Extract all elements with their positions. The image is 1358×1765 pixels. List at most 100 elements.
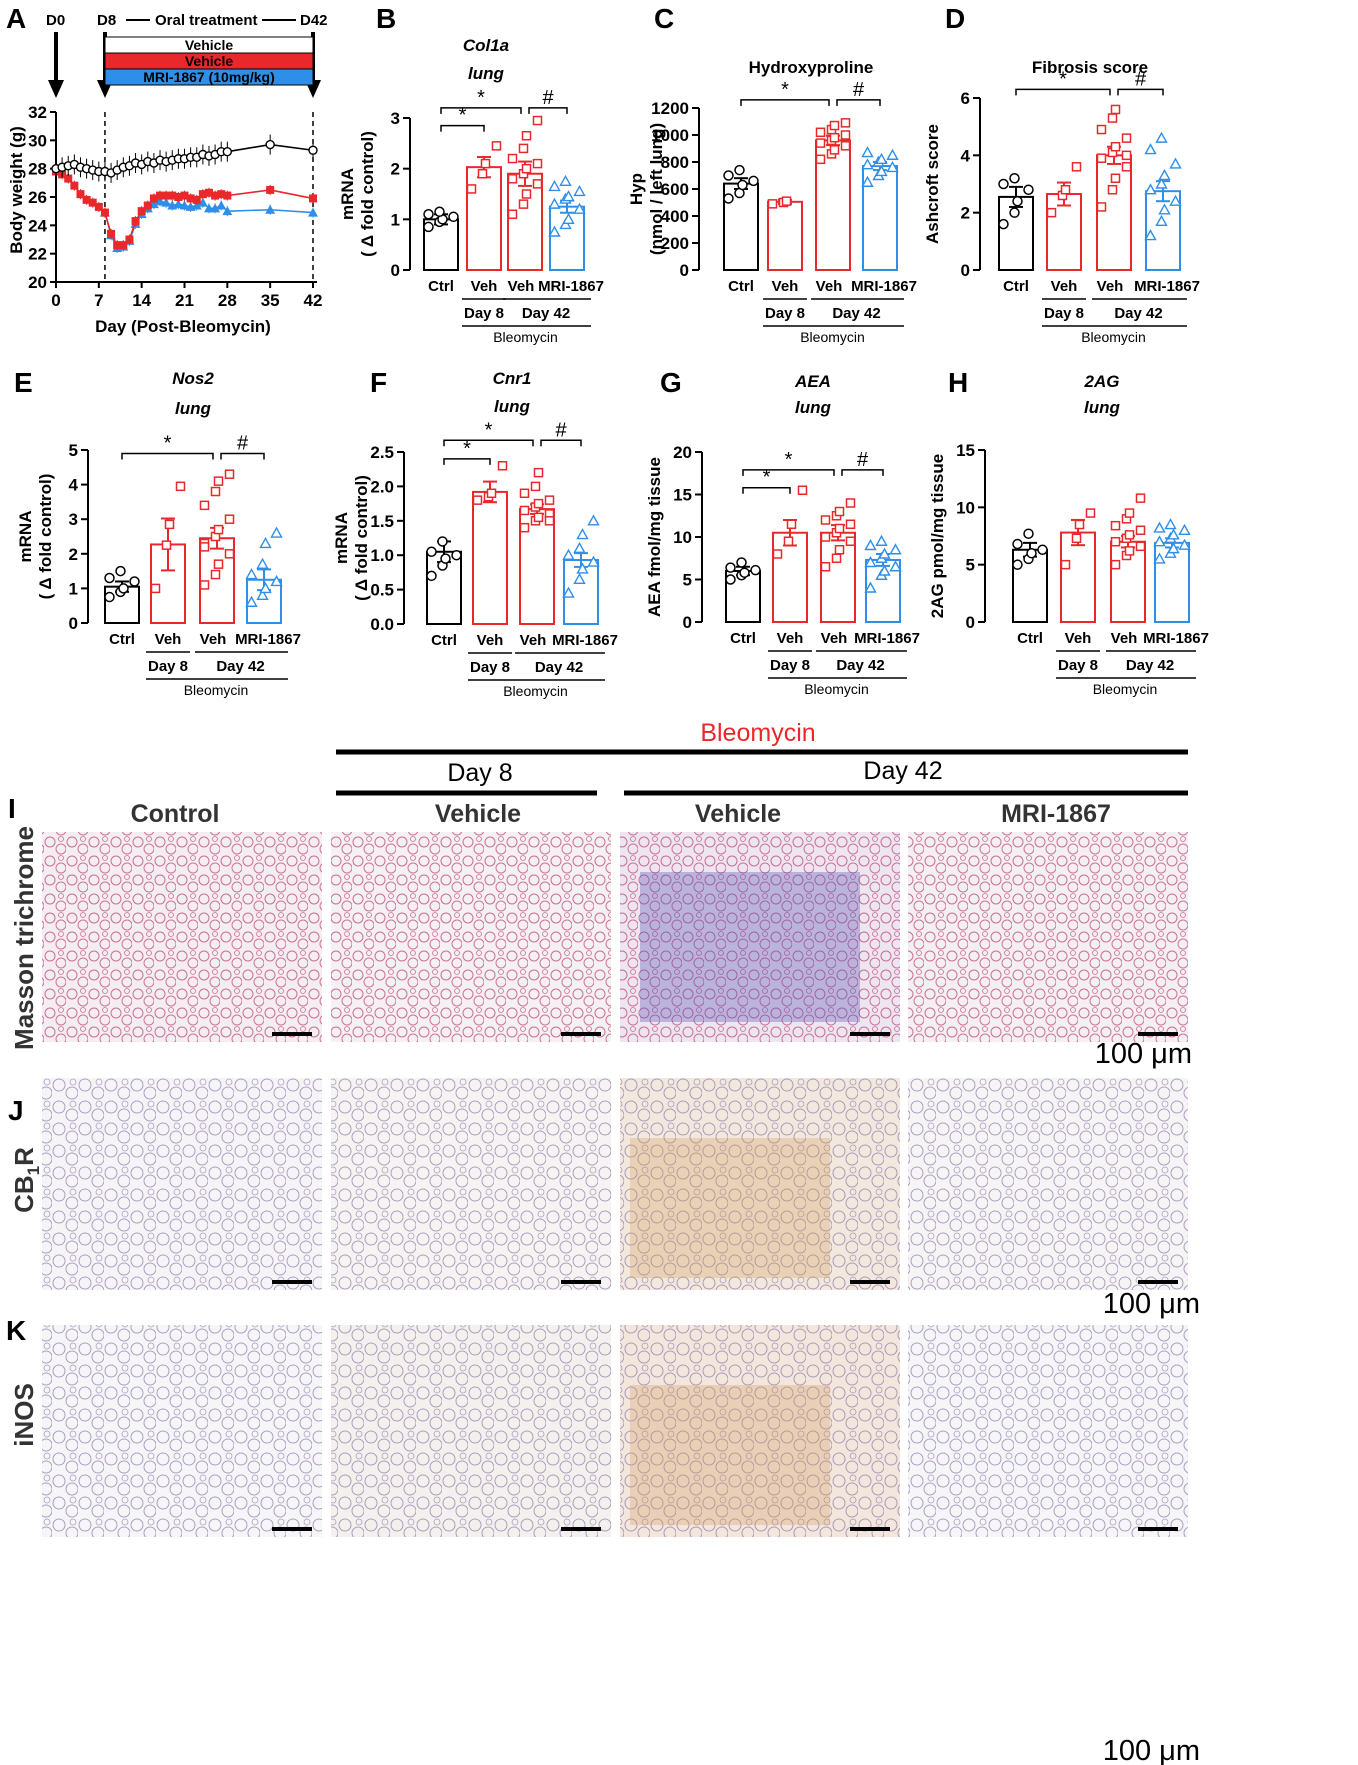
data-point <box>1135 493 1146 503</box>
panel-letter-d: D <box>945 3 965 34</box>
series-point <box>174 193 183 201</box>
significance-label: # <box>853 79 865 101</box>
data-point <box>861 158 874 170</box>
bar-ytick-label: 15 <box>673 486 692 505</box>
significance-bracket <box>742 486 791 494</box>
category-label: Ctrl <box>428 278 454 295</box>
significance-bracket <box>440 124 485 132</box>
row-inos: iNOS <box>9 1383 39 1447</box>
significance-bracket <box>1015 88 1111 96</box>
tissue-texture <box>42 1078 322 1290</box>
data-point <box>845 536 856 546</box>
scale-text-j: 100 μm <box>1103 1288 1200 1320</box>
data-point <box>1167 528 1180 540</box>
panel-letter-b: B <box>376 3 396 34</box>
data-point <box>834 545 845 555</box>
data-point <box>210 486 221 497</box>
data-point <box>532 115 543 126</box>
data-point <box>840 118 851 128</box>
data-point <box>224 514 235 524</box>
data-point <box>210 569 221 580</box>
bar <box>772 531 808 623</box>
series-point <box>94 202 103 211</box>
day8-label: Day 8 <box>1058 657 1098 674</box>
chart-subtitle: lung <box>175 399 211 418</box>
data-point <box>115 565 126 577</box>
data-point <box>521 163 532 174</box>
bar-ytick-label: 2 <box>961 204 970 223</box>
data-point <box>213 559 224 569</box>
bar-ytick-label: 15 <box>956 441 975 460</box>
col-vehicle-day8: Vehicle <box>435 800 521 828</box>
tissue-texture <box>42 832 322 1042</box>
data-point <box>472 495 483 505</box>
data-point <box>875 534 888 546</box>
data-point <box>820 532 831 542</box>
significance-label: * <box>781 79 789 101</box>
data-point <box>1110 173 1121 184</box>
bar-ytick-label: 1 <box>69 579 78 598</box>
bar <box>466 166 502 271</box>
day8-label: Day 8 <box>765 305 805 322</box>
data-point <box>544 495 555 505</box>
series-point <box>204 188 213 197</box>
data-point <box>767 199 778 209</box>
data-point <box>423 221 434 233</box>
data-point <box>548 179 561 192</box>
day42-label: Day 42 <box>1126 657 1174 674</box>
significance-bracket <box>740 99 830 106</box>
data-point <box>1169 157 1182 169</box>
data-point <box>573 541 586 554</box>
bar <box>549 205 585 272</box>
category-label: Ctrl <box>109 631 135 648</box>
data-point <box>548 197 561 209</box>
series-point <box>107 229 116 238</box>
data-point <box>270 526 283 538</box>
data-point <box>1178 538 1191 550</box>
data-point <box>1144 143 1157 155</box>
data-point <box>1158 168 1171 181</box>
data-point <box>1085 508 1096 518</box>
data-point <box>1158 203 1171 215</box>
series-point <box>162 191 171 200</box>
significance-label: * <box>459 105 467 127</box>
category-label: Veh <box>816 278 843 295</box>
data-point <box>1121 150 1132 161</box>
data-point <box>737 179 748 191</box>
bar-ylabel: 2AG pmol/mg tissue <box>928 454 947 618</box>
bar-ytick-label: 1200 <box>651 99 689 118</box>
bar-ytick-label: 0 <box>680 261 689 280</box>
line-ytick-label: 32 <box>28 103 47 122</box>
data-point <box>783 536 794 546</box>
bar-ytick-label: 0 <box>966 613 975 632</box>
bar-ylabel2: ( Δ fold control) <box>358 131 377 257</box>
data-point <box>1096 124 1107 135</box>
line-xtick-label: 14 <box>132 291 151 310</box>
data-point <box>820 562 831 572</box>
data-point <box>1110 559 1121 570</box>
data-point <box>739 567 750 578</box>
day8-label: Day 8 <box>464 305 504 322</box>
series-point <box>222 206 233 216</box>
series-point <box>155 196 166 206</box>
data-point <box>1144 229 1157 241</box>
body-weight-ylabel: Body weight (g) <box>7 126 26 253</box>
bar-ytick-label: 10 <box>673 528 692 547</box>
data-point <box>886 160 899 173</box>
category-label: MRI-1867 <box>851 278 917 295</box>
bar-ytick-label: 800 <box>661 153 689 172</box>
data-point <box>451 549 462 561</box>
chart-title: Col1a <box>463 36 509 55</box>
category-label: Veh <box>821 630 848 647</box>
bar-ytick-label: 0 <box>961 261 970 280</box>
bar-ylabel: mRNA <box>332 512 351 564</box>
day8-label: Day 8 <box>770 657 810 674</box>
chart-subtitle: lung <box>468 64 504 83</box>
line-ytick-label: 28 <box>28 160 47 179</box>
data-point <box>1009 173 1020 184</box>
d42-label: D42 <box>300 12 328 29</box>
category-label: Ctrl <box>730 630 756 647</box>
data-point <box>573 202 586 214</box>
data-point <box>544 516 555 526</box>
